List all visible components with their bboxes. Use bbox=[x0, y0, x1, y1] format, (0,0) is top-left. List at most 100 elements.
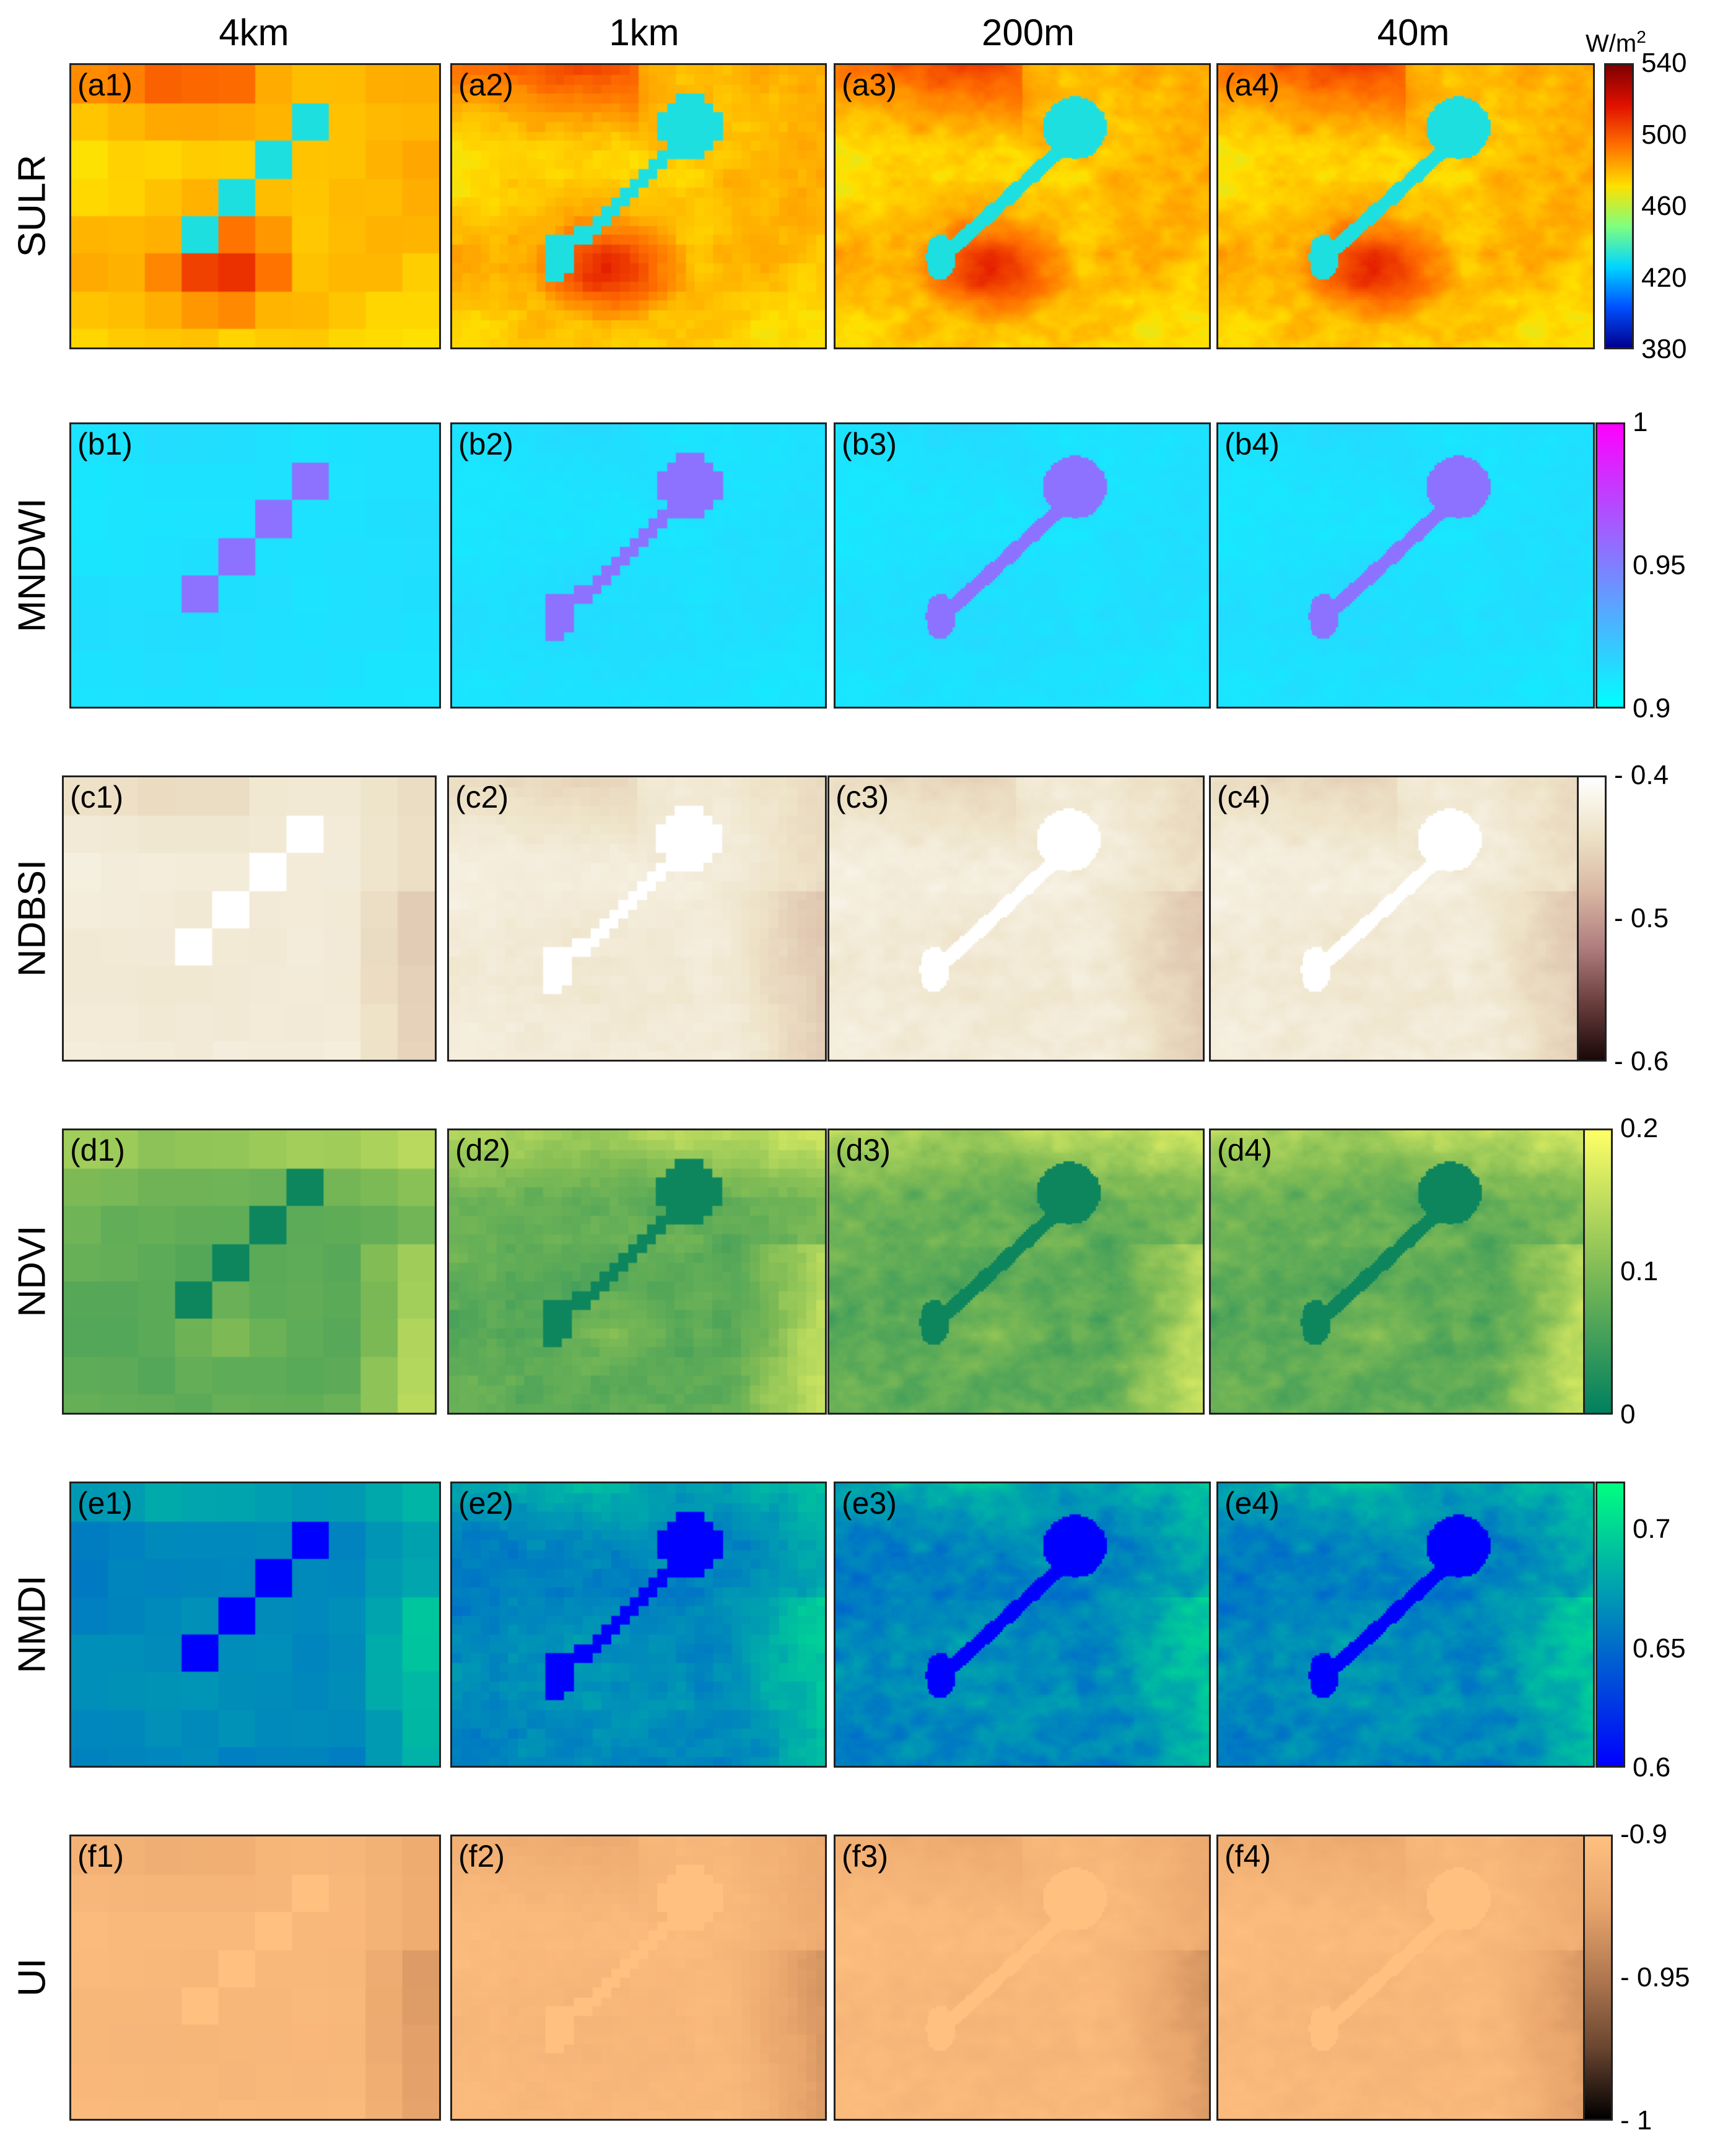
map-raster bbox=[836, 1483, 1209, 1766]
map-raster bbox=[452, 65, 825, 347]
panel-label: (d3) bbox=[836, 1133, 891, 1167]
row-label-nmdi: NMDI bbox=[11, 1575, 54, 1674]
colorbar-tick-label: - 0.95 bbox=[1620, 1962, 1690, 1992]
unit-text: W/m bbox=[1586, 30, 1637, 58]
map-raster bbox=[71, 424, 439, 707]
map-panel-c1: (c1) bbox=[62, 775, 437, 1062]
map-raster bbox=[1218, 1836, 1593, 2119]
panel-label: (a2) bbox=[458, 68, 513, 102]
map-raster bbox=[449, 777, 825, 1060]
map-panel-f4: (f4) bbox=[1216, 1835, 1595, 2121]
colorbar-tick-label: 420 bbox=[1641, 262, 1687, 293]
panel-label: (b3) bbox=[842, 427, 897, 461]
row-label-ui: UI bbox=[11, 1958, 54, 1997]
colorbar-tick-label: 500 bbox=[1641, 119, 1687, 150]
colorbar-tick-label: 0.6 bbox=[1633, 1752, 1671, 1783]
panel-label: (f4) bbox=[1224, 1839, 1271, 1874]
panel-label: (a4) bbox=[1224, 68, 1280, 102]
column-header-40m: 40m bbox=[1377, 12, 1450, 53]
map-panel-c3: (c3) bbox=[827, 775, 1205, 1062]
panel-label: (a1) bbox=[77, 68, 133, 102]
map-raster bbox=[64, 1130, 435, 1413]
map-raster bbox=[1218, 424, 1593, 707]
map-panel-f1: (f1) bbox=[69, 1835, 441, 2121]
panel-label: (c4) bbox=[1217, 780, 1271, 814]
row-label-mndwi: MNDWI bbox=[11, 498, 54, 632]
panel-label: (b1) bbox=[77, 427, 133, 461]
colorbar-tick-label: 380 bbox=[1641, 334, 1687, 364]
colorbar-nmdi bbox=[1595, 1482, 1625, 1768]
map-raster bbox=[1218, 1483, 1593, 1766]
map-panel-d2: (d2) bbox=[447, 1128, 827, 1415]
colorbar-tick-label: 1 bbox=[1633, 407, 1648, 437]
panel-label: (e1) bbox=[77, 1486, 133, 1521]
map-panel-c2: (c2) bbox=[447, 775, 827, 1062]
panel-label: (c1) bbox=[70, 780, 124, 814]
panel-label: (b4) bbox=[1224, 427, 1280, 461]
map-raster bbox=[829, 777, 1203, 1060]
colorbar-tick-label: 0.95 bbox=[1633, 550, 1686, 580]
column-header-4km: 4km bbox=[219, 12, 289, 53]
row-label-ndvi: NDVI bbox=[11, 1225, 54, 1317]
map-panel-b1: (b1) bbox=[69, 422, 441, 709]
panel-label: (a3) bbox=[842, 68, 897, 102]
map-raster bbox=[452, 1836, 825, 2119]
map-raster bbox=[452, 424, 825, 707]
colorbar-tick-label: 460 bbox=[1641, 191, 1687, 221]
map-raster bbox=[71, 1483, 439, 1766]
colorbar-tick-label: - 1 bbox=[1620, 2105, 1652, 2136]
colorbar-tick-label: - 0.5 bbox=[1614, 903, 1669, 933]
colorbar-tick-label: 0.9 bbox=[1633, 693, 1671, 723]
panel-label: (b2) bbox=[458, 427, 513, 461]
colorbar-tick-label: 540 bbox=[1641, 48, 1687, 78]
colorbar-ndvi bbox=[1583, 1128, 1613, 1415]
map-raster bbox=[1211, 777, 1584, 1060]
map-panel-d1: (d1) bbox=[62, 1128, 437, 1415]
colorbar-tick-label: 0.2 bbox=[1620, 1113, 1659, 1143]
map-panel-b4: (b4) bbox=[1216, 422, 1595, 709]
panel-label: (f1) bbox=[77, 1839, 124, 1874]
row-label-sulr: SULR bbox=[11, 154, 54, 258]
colorbar-tick-label: -0.9 bbox=[1620, 1819, 1667, 1849]
map-raster bbox=[836, 65, 1209, 347]
panel-label: (e4) bbox=[1224, 1486, 1280, 1521]
panel-label: (d4) bbox=[1217, 1133, 1272, 1167]
panel-label: (d2) bbox=[455, 1133, 510, 1167]
panel-label: (e2) bbox=[458, 1486, 513, 1521]
panel-label: (c2) bbox=[455, 780, 509, 814]
map-panel-b2: (b2) bbox=[450, 422, 827, 709]
colorbar-tick-label: 0.1 bbox=[1620, 1256, 1659, 1286]
map-raster bbox=[71, 65, 439, 347]
column-header-200m: 200m bbox=[981, 12, 1075, 53]
map-raster bbox=[64, 777, 435, 1060]
colorbar-tick-label: 0.65 bbox=[1633, 1633, 1686, 1664]
panel-label: (f3) bbox=[842, 1839, 888, 1874]
unit-superscript: 2 bbox=[1636, 27, 1646, 46]
map-panel-a1: (a1) bbox=[69, 63, 441, 349]
colorbar-tick-label: 0.7 bbox=[1633, 1514, 1671, 1544]
map-panel-b3: (b3) bbox=[834, 422, 1211, 709]
colorbar-sulr bbox=[1604, 63, 1634, 349]
map-panel-e4: (e4) bbox=[1216, 1482, 1595, 1768]
colorbar-tick-label: 0 bbox=[1620, 1399, 1636, 1429]
map-panel-a3: (a3) bbox=[834, 63, 1211, 349]
row-label-ndbsi: NDBSI bbox=[11, 859, 54, 977]
map-panel-c4: (c4) bbox=[1209, 775, 1586, 1062]
column-header-1km: 1km bbox=[609, 12, 679, 53]
colorbar-mndwi bbox=[1595, 422, 1625, 709]
map-panel-a2: (a2) bbox=[450, 63, 827, 349]
map-raster bbox=[1211, 1130, 1584, 1413]
panel-label: (f2) bbox=[458, 1839, 505, 1874]
map-panel-a4: (a4) bbox=[1216, 63, 1595, 349]
map-panel-e3: (e3) bbox=[834, 1482, 1211, 1768]
map-raster bbox=[452, 1483, 825, 1766]
panel-label: (c3) bbox=[836, 780, 889, 814]
panel-label: (e3) bbox=[842, 1486, 897, 1521]
map-panel-d3: (d3) bbox=[827, 1128, 1205, 1415]
map-raster bbox=[829, 1130, 1203, 1413]
colorbar-tick-label: - 0.4 bbox=[1614, 760, 1669, 790]
colorbar-tick-label: - 0.6 bbox=[1614, 1046, 1669, 1076]
panel-label: (d1) bbox=[70, 1133, 125, 1167]
colorbar-ndbsi bbox=[1577, 775, 1607, 1062]
map-raster bbox=[449, 1130, 825, 1413]
